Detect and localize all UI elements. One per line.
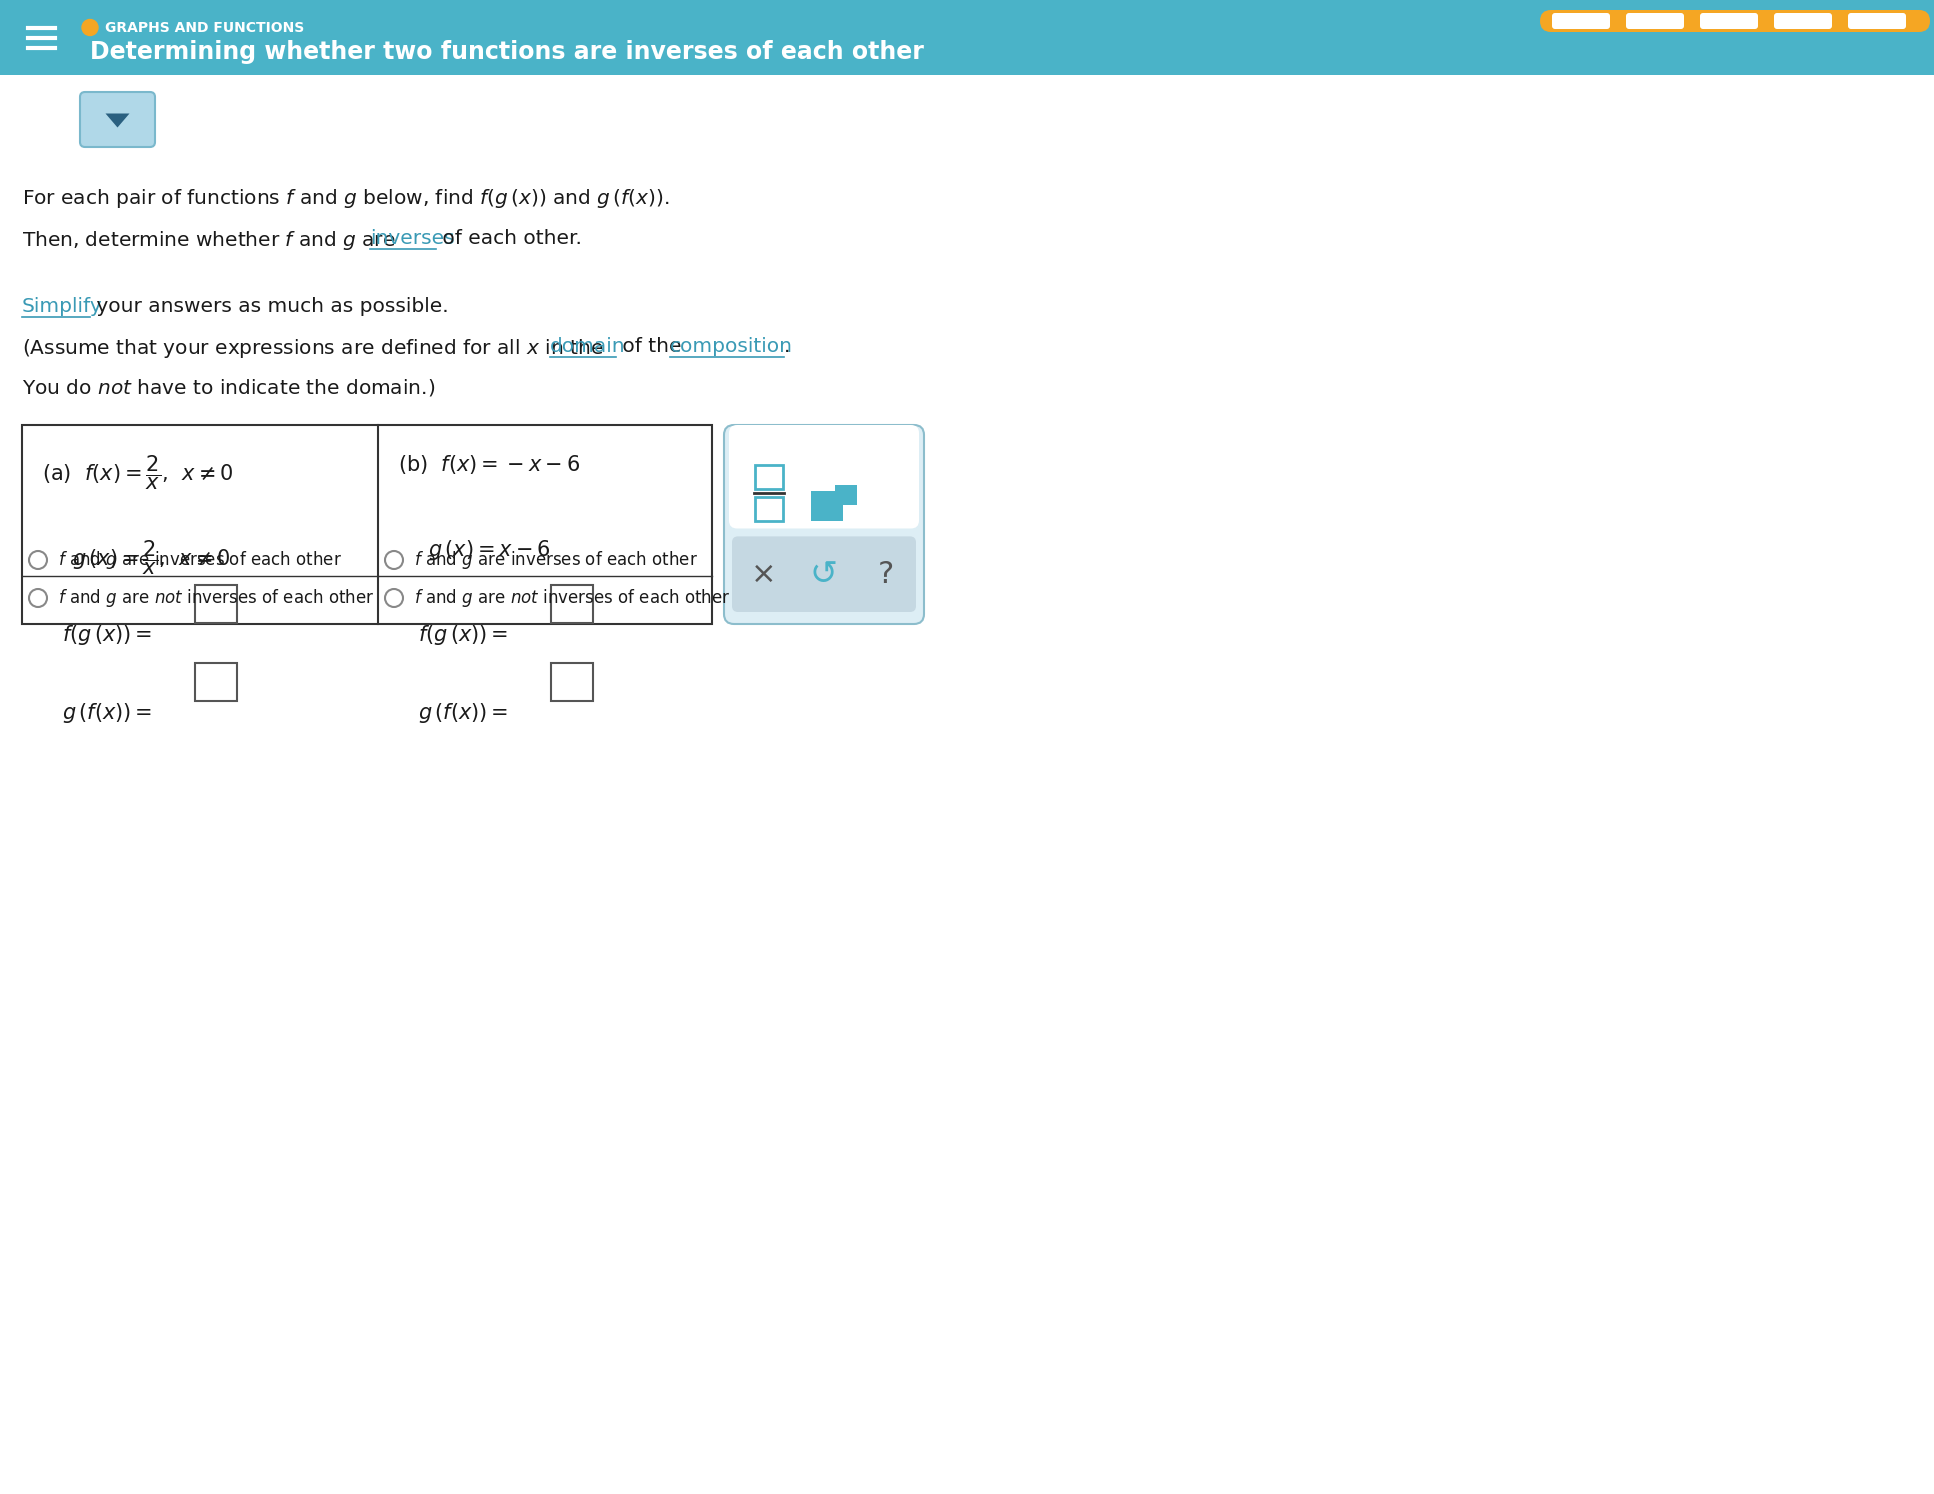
Text: ↺: ↺ — [810, 557, 837, 590]
FancyBboxPatch shape — [1773, 13, 1831, 28]
FancyBboxPatch shape — [79, 93, 155, 146]
FancyBboxPatch shape — [1539, 10, 1930, 31]
FancyBboxPatch shape — [1700, 13, 1758, 28]
FancyBboxPatch shape — [729, 424, 919, 529]
FancyBboxPatch shape — [1849, 13, 1907, 28]
Text: Simplify: Simplify — [21, 297, 103, 317]
FancyBboxPatch shape — [1551, 13, 1609, 28]
Text: $f(g\,(x)) = $: $f(g\,(x)) = $ — [418, 623, 509, 647]
FancyBboxPatch shape — [0, 0, 1934, 75]
FancyBboxPatch shape — [810, 492, 843, 521]
Bar — [21, 424, 712, 624]
Text: .: . — [783, 338, 791, 356]
Text: (b)  $f(x) = -x - 6$: (b) $f(x) = -x - 6$ — [398, 453, 580, 477]
FancyBboxPatch shape — [754, 498, 783, 521]
FancyBboxPatch shape — [551, 663, 594, 701]
Text: $f$ and $g$ are $\it{not}$ inverses of each other: $f$ and $g$ are $\it{not}$ inverses of e… — [58, 587, 375, 610]
Text: composition: composition — [669, 338, 793, 356]
Polygon shape — [106, 114, 130, 127]
Text: $f$ and $g$ are inverses of each other: $f$ and $g$ are inverses of each other — [58, 548, 342, 571]
Text: domain: domain — [549, 338, 625, 356]
Text: $f$ and $g$ are inverses of each other: $f$ and $g$ are inverses of each other — [414, 548, 698, 571]
Text: $g\,(x) = x - 6$: $g\,(x) = x - 6$ — [427, 538, 551, 562]
Circle shape — [81, 19, 99, 36]
Text: $f(g\,(x)) = $: $f(g\,(x)) = $ — [62, 623, 153, 647]
Text: (Assume that your expressions are defined for all $x$ in the: (Assume that your expressions are define… — [21, 338, 605, 360]
FancyBboxPatch shape — [754, 465, 783, 489]
Text: inverses: inverses — [369, 229, 454, 248]
FancyBboxPatch shape — [195, 663, 238, 701]
Circle shape — [385, 589, 402, 607]
Text: (a)  $f(x) = \dfrac{2}{x}$,  $x \neq 0$: (a) $f(x) = \dfrac{2}{x}$, $x \neq 0$ — [43, 453, 234, 492]
Text: You do $\it{not}$ have to indicate the domain.): You do $\it{not}$ have to indicate the d… — [21, 376, 435, 397]
Circle shape — [29, 589, 46, 607]
FancyBboxPatch shape — [1626, 13, 1685, 28]
Text: $g\,(f(x)) = $: $g\,(f(x)) = $ — [62, 701, 153, 725]
Text: For each pair of functions $f$ and $g$ below, find $f(g\,(x))$ and $g\,(f(x))$.: For each pair of functions $f$ and $g$ b… — [21, 187, 669, 211]
Text: of each other.: of each other. — [435, 229, 582, 248]
Circle shape — [29, 551, 46, 569]
Circle shape — [385, 551, 402, 569]
FancyBboxPatch shape — [195, 586, 238, 623]
Text: $g\,(x) = \dfrac{2}{x}$,  $x \neq 0$: $g\,(x) = \dfrac{2}{x}$, $x \neq 0$ — [72, 538, 230, 577]
Text: your answers as much as possible.: your answers as much as possible. — [91, 297, 449, 317]
Text: $\times$: $\times$ — [750, 560, 774, 589]
Text: $f$ and $g$ are $\it{not}$ inverses of each other: $f$ and $g$ are $\it{not}$ inverses of e… — [414, 587, 731, 610]
FancyBboxPatch shape — [835, 486, 857, 505]
Text: GRAPHS AND FUNCTIONS: GRAPHS AND FUNCTIONS — [104, 21, 304, 34]
Text: Then, determine whether $f$ and $g$ are: Then, determine whether $f$ and $g$ are — [21, 229, 396, 252]
FancyBboxPatch shape — [731, 536, 917, 613]
Text: $g\,(f(x)) = $: $g\,(f(x)) = $ — [418, 701, 509, 725]
FancyBboxPatch shape — [551, 586, 594, 623]
FancyBboxPatch shape — [723, 424, 924, 624]
Text: of the: of the — [617, 338, 689, 356]
Text: Determining whether two functions are inverses of each other: Determining whether two functions are in… — [91, 39, 924, 64]
Text: ?: ? — [878, 560, 894, 589]
